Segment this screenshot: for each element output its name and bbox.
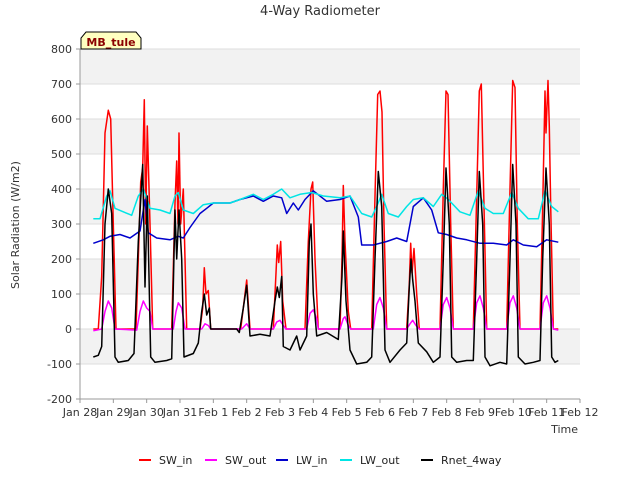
- x-tick-label: Feb 4: [298, 406, 328, 419]
- series-line-lw_in: [93, 190, 559, 248]
- x-tick-label: Feb 9: [465, 406, 495, 419]
- x-tick-label: Feb 2: [232, 406, 262, 419]
- legend-item-sw_out: SW_out: [205, 454, 267, 467]
- y-tick-label: 100: [51, 288, 72, 301]
- series-layer: [93, 79, 559, 367]
- legend-item-sw_in: SW_in: [139, 454, 192, 467]
- legend-label: LW_in: [296, 454, 328, 467]
- x-tick-label: Feb 1: [198, 406, 228, 419]
- x-tick-label: Feb 7: [398, 406, 428, 419]
- x-tick-label: Feb 8: [432, 406, 462, 419]
- x-tick-label: Feb 3: [265, 406, 295, 419]
- y-tick-label: 800: [51, 43, 72, 56]
- y-tick-label: -100: [47, 358, 72, 371]
- y-tick-label: 700: [51, 78, 72, 91]
- x-tick-label: Feb 12: [562, 406, 599, 419]
- legend-label: Rnet_4way: [441, 454, 502, 467]
- x-tick-label: Jan 31: [162, 406, 197, 419]
- plot-band: [80, 189, 580, 224]
- y-axis-title: Solar Radiation (W/m2): [9, 161, 22, 289]
- x-tick-label: Jan 29: [95, 406, 130, 419]
- x-tick-label: Feb 6: [365, 406, 395, 419]
- x-tick-label: Feb 11: [528, 406, 565, 419]
- x-tick-label: Feb 5: [332, 406, 362, 419]
- legend: SW_in SW_out LW_in LW_out Rnet_4way: [139, 454, 502, 467]
- legend-item-lw_out: LW_out: [340, 454, 400, 467]
- legend-label: LW_out: [360, 454, 400, 467]
- legend-label: SW_out: [225, 454, 267, 467]
- badge-text: MB_tule: [86, 36, 135, 49]
- series-line-lw_out: [93, 188, 559, 220]
- x-tick-label: Feb 10: [495, 406, 532, 419]
- chart-title: 4-Way Radiometer: [260, 4, 381, 19]
- series-line-rnet_4way: [93, 163, 559, 367]
- y-tick-label: 400: [51, 183, 72, 196]
- y-tick-labels: -200 -100 0 100 200 300 400 500 600 700 800: [47, 43, 80, 406]
- y-tick-label: -200: [47, 393, 72, 406]
- y-tick-label: 0: [65, 323, 72, 336]
- y-tick-label: 600: [51, 113, 72, 126]
- y-tick-label: 500: [51, 148, 72, 161]
- x-axis-title: Time: [550, 423, 578, 436]
- y-tick-label: 300: [51, 218, 72, 231]
- plot-band: [80, 49, 580, 84]
- x-tick-label: Jan 30: [128, 406, 163, 419]
- legend-label: SW_in: [159, 454, 192, 467]
- badge-shape: [80, 31, 142, 50]
- x-tick-label: Jan 28: [62, 406, 97, 419]
- legend-item-rnet_4way: Rnet_4way: [421, 454, 502, 467]
- legend-item-lw_in: LW_in: [276, 454, 328, 467]
- y-tick-label: 200: [51, 253, 72, 266]
- plot-band: [80, 259, 580, 294]
- station-badge: MB_tule: [80, 31, 142, 50]
- plot-band: [80, 119, 580, 154]
